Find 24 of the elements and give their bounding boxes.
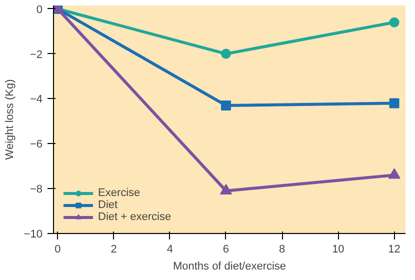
y-axis-title: Weight loss (Kg) [4, 79, 16, 160]
point [389, 17, 400, 28]
y-tick-label: −8 [30, 184, 43, 196]
point [389, 98, 400, 108]
x-tick-label: 2 [110, 244, 117, 256]
point [388, 168, 400, 179]
x-tick-label: 4 [166, 244, 173, 256]
x-tick-label: 6 [222, 244, 230, 256]
point [220, 100, 231, 110]
legend-label: Diet [98, 199, 118, 211]
legend-label: Diet + exercise [98, 211, 172, 223]
point [220, 48, 231, 59]
y-tick-label: −6 [30, 138, 43, 151]
x-tick-label: 10 [332, 244, 344, 256]
x-tick-label: 0 [54, 244, 61, 256]
y-tick-label: −10 [24, 228, 43, 240]
legend-label: Exercise [98, 187, 140, 199]
x-tick-label: 12 [388, 244, 400, 256]
y-tick-label: 0 [36, 4, 43, 16]
x-tick-label: 8 [279, 244, 286, 256]
y-tick-label: −2 [30, 48, 43, 61]
point [220, 184, 232, 194]
y-tick-label: −4 [30, 94, 43, 106]
x-axis-title: Months of diet/exercise [172, 260, 286, 272]
